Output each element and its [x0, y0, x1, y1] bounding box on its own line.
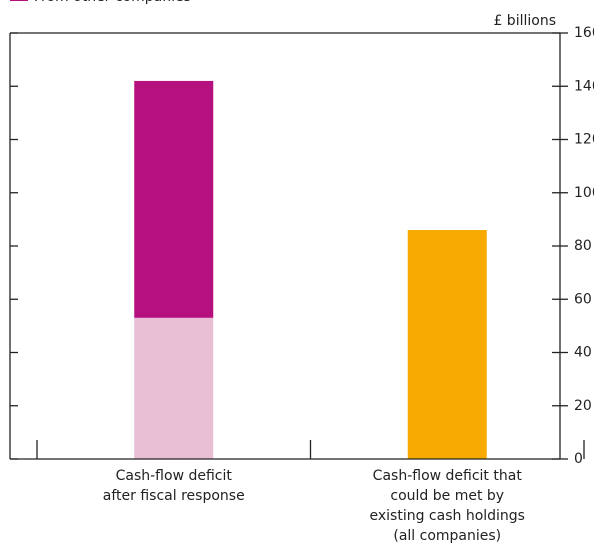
y-tick-label: 0: [574, 451, 583, 467]
y-tick-label: 120: [574, 132, 594, 148]
x-tick-label: existing cash holdings: [370, 508, 525, 524]
y-tick-label: 80: [574, 238, 592, 254]
x-tick-label: could be met by: [390, 488, 504, 504]
x-tick-label: (all companies): [393, 528, 501, 544]
y-tick-label: 140: [574, 78, 594, 94]
x-tick-label: Cash-flow deficit: [116, 468, 233, 484]
y-tick-label: 40: [574, 345, 592, 361]
y-tick-label: 160: [574, 25, 594, 41]
legend-label: From other companies: [34, 0, 191, 5]
x-tick-label: Cash-flow deficit that: [373, 468, 523, 484]
y-tick-label: 20: [574, 398, 592, 414]
legend-swatch: [10, 0, 28, 1]
bar-segment: [407, 230, 487, 459]
y-tick-label: 100: [574, 185, 594, 201]
bar-segment: [134, 317, 214, 459]
x-tick-label: after fiscal response: [103, 488, 245, 504]
y-tick-label: 60: [574, 291, 592, 307]
bar-segment: [134, 80, 214, 318]
y-axis-label: £ billions: [493, 13, 556, 29]
